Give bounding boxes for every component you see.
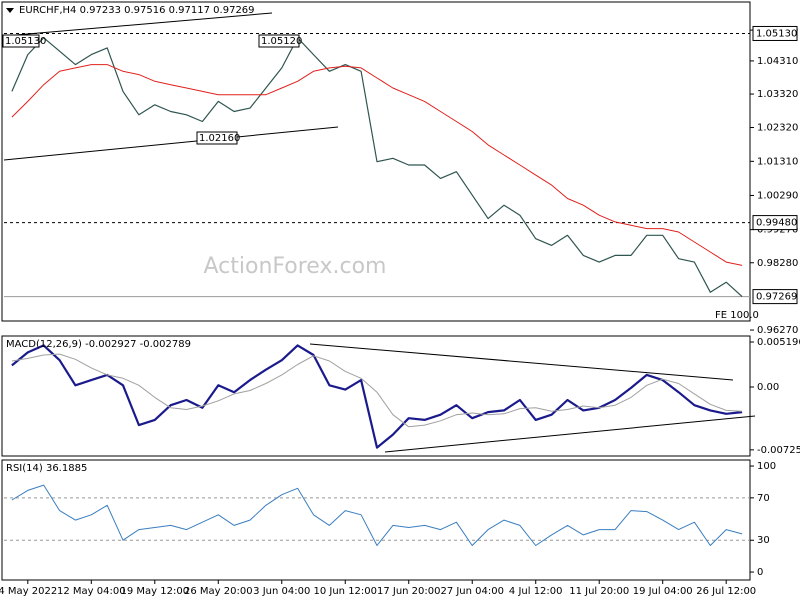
- y-tick-label: 0.96270: [757, 325, 798, 336]
- x-tick-label: 10 Jun 12:00: [313, 586, 377, 597]
- current-price-label: 0.97269: [756, 292, 797, 303]
- annotation-box: [258, 34, 300, 48]
- annotation: FE 100.0: [715, 310, 759, 321]
- trendline: [309, 343, 734, 381]
- level-label-box: [752, 215, 798, 231]
- y-tick-label: 30: [757, 535, 770, 546]
- y-tick-label: 100: [757, 461, 776, 472]
- annotation: 1.02160: [199, 133, 240, 144]
- y-tick-label: 1.02320: [757, 123, 798, 134]
- y-tick-label: 1.00290: [757, 190, 798, 201]
- y-tick-label: 1.04310: [757, 56, 798, 67]
- x-tick-label: 4 Jul 12:00: [509, 586, 563, 597]
- level-label: 0.99480: [756, 218, 797, 229]
- x-tick-label: 19 May 12:00: [120, 586, 189, 597]
- price-panel: [1, 1, 751, 322]
- level-label-box: [752, 25, 798, 41]
- x-tick-label: 3 Jun 04:00: [253, 586, 310, 597]
- annotation: 1.05120: [261, 36, 302, 47]
- watermark: ActionForex.com: [204, 254, 387, 279]
- y-tick-label: 1.01310: [757, 156, 798, 167]
- x-tick-label: 12 May 04:00: [57, 586, 126, 597]
- y-tick-label: 0: [757, 567, 763, 578]
- marks: 1.052301.043101.033201.023201.013101.002…: [0, 25, 800, 597]
- y-tick-label: 0.00: [757, 382, 779, 393]
- x-tick-label: 26 Jul 12:00: [696, 586, 756, 597]
- macd-title: MACD(12,26,9) -0.002927 -0.002789: [6, 339, 191, 350]
- annotation: 1.05130: [5, 36, 46, 47]
- x-tick-label: 26 May 20:00: [184, 586, 253, 597]
- price-title: EURCHF,H4 0.97233 0.97516 0.97117 0.9726…: [19, 5, 255, 16]
- annotation-box: [2, 34, 40, 48]
- annotation-box: [196, 131, 238, 145]
- series-line: [11, 353, 743, 428]
- x-tick-label: 19 Jul 04:00: [633, 586, 693, 597]
- rsi-title: RSI(14) 36.1885: [6, 463, 87, 474]
- level-label: 1.05130: [756, 28, 797, 39]
- current-price-box: [752, 289, 798, 305]
- x-tick-label: 11 Jul 20:00: [569, 586, 629, 597]
- trendline: [384, 415, 756, 453]
- y-tick-label: 1.03320: [757, 89, 798, 100]
- y-tick-label: 0.98280: [757, 258, 798, 269]
- y-tick-label: -0.007259: [757, 445, 800, 456]
- x-tick-label: 17 Jun 20:00: [377, 586, 441, 597]
- series-line: [11, 37, 743, 298]
- menu-icon: [6, 8, 14, 13]
- macd-panel: [1, 335, 751, 457]
- trendline: [3, 12, 273, 37]
- x-tick-label: 4 May 2022: [0, 586, 57, 597]
- y-tick-label: 0.99270: [757, 225, 798, 236]
- series-line: [11, 484, 743, 546]
- trendline: [3, 126, 339, 161]
- rsi-panel: [1, 459, 751, 581]
- y-tick-label: 0.005196: [757, 337, 800, 348]
- series-line: [11, 64, 743, 266]
- y-tick-label: 70: [757, 493, 770, 504]
- x-tick-label: 27 Jun 04:00: [440, 586, 504, 597]
- series-line: [11, 344, 743, 449]
